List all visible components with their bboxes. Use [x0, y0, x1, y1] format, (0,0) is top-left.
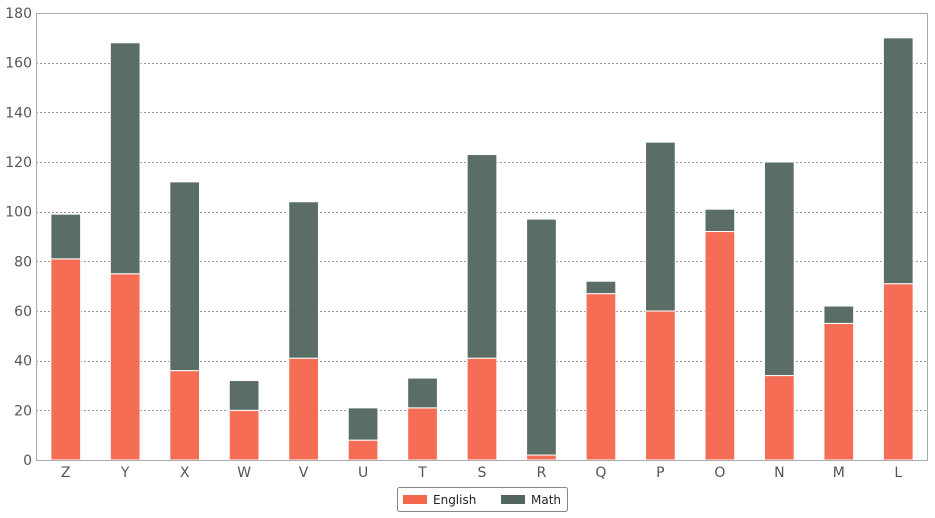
x-tick-label: R — [537, 465, 547, 481]
bar-english-o — [704, 231, 736, 461]
bar-english-m — [823, 322, 855, 461]
bar-english-w — [228, 409, 260, 461]
y-tick-label: 80 — [14, 254, 32, 270]
bar-math-r — [526, 218, 557, 456]
x-tick-label: M — [833, 465, 845, 481]
bar-math-q — [585, 280, 617, 295]
legend-box — [397, 487, 568, 512]
y-tick-label: 140 — [5, 105, 32, 121]
y-tick-label: 180 — [5, 6, 32, 22]
legend-label-english: English — [433, 493, 476, 507]
bars — [50, 37, 914, 461]
bar-math-t — [407, 377, 438, 409]
bar-math-o — [704, 208, 736, 233]
x-tick-label: N — [774, 465, 784, 481]
x-tick-label: T — [417, 465, 427, 481]
legend: English Math — [397, 487, 568, 512]
y-tick-label: 20 — [14, 403, 32, 419]
bar-math-z — [50, 213, 82, 260]
x-tick-label: W — [237, 465, 251, 481]
bar-english-v — [288, 357, 319, 461]
y-tick-label: 160 — [5, 56, 32, 72]
bar-english-t — [407, 407, 438, 461]
bar-english-n — [763, 375, 795, 461]
y-tick-label: 0 — [23, 453, 32, 469]
legend-swatch-english — [403, 495, 427, 504]
y-tick-label: 100 — [5, 205, 32, 221]
bar-english-s — [466, 357, 498, 461]
x-tick-label: X — [180, 465, 190, 481]
x-tick-label: P — [656, 465, 664, 481]
bar-english-p — [645, 310, 676, 461]
bar-english-l — [882, 283, 914, 461]
bar-math-y — [109, 42, 141, 275]
x-tick-label: L — [894, 465, 902, 481]
x-tick-label: V — [299, 465, 309, 481]
bar-math-n — [763, 161, 795, 377]
bar-math-w — [228, 380, 260, 411]
bar-math-x — [169, 181, 201, 372]
bar-english-z — [50, 258, 82, 461]
bar-math-s — [466, 154, 498, 359]
x-tick-label: S — [478, 465, 487, 481]
x-tick-label: O — [714, 465, 725, 481]
y-tick-label: 60 — [14, 304, 32, 320]
bar-english-y — [109, 273, 141, 461]
y-tick-label: 120 — [5, 155, 32, 171]
bar-english-r — [526, 454, 557, 461]
x-tick-label: Q — [595, 465, 606, 481]
axes: 0 20 40 60 80 100 120 140 160 180 Z Y X W V U T S R Q P O N M L — [5, 6, 928, 481]
x-tick-label: Y — [120, 465, 130, 481]
legend-label-math: Math — [531, 493, 561, 507]
x-tick-label: U — [358, 465, 368, 481]
bar-english-q — [585, 293, 617, 461]
bar-english-x — [169, 370, 201, 461]
legend-swatch-math — [501, 495, 525, 504]
bar-math-m — [823, 305, 855, 324]
y-tick-label: 40 — [14, 354, 32, 370]
x-tick-label: Z — [61, 465, 71, 481]
bar-math-v — [288, 201, 319, 359]
bar-english-u — [347, 439, 379, 461]
bar-math-l — [882, 37, 914, 285]
plot-frame — [36, 13, 928, 461]
bar-math-p — [645, 141, 676, 312]
bar-math-u — [347, 407, 379, 441]
